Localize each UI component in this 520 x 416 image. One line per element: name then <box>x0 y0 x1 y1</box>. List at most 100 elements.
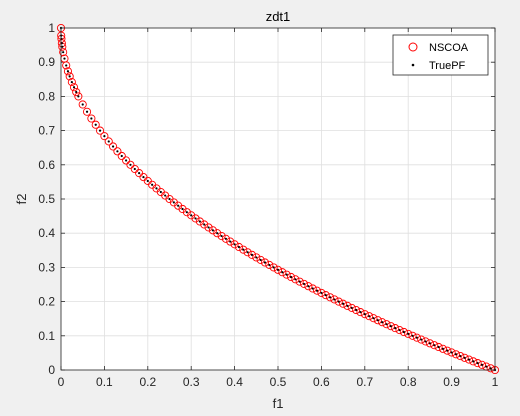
nscoa-point <box>382 320 391 329</box>
truepf-point <box>467 358 471 361</box>
x-tick-label: 0.5 <box>270 375 287 389</box>
x-tick-label: 0.4 <box>226 375 243 389</box>
truepf-point <box>185 211 188 214</box>
truepf-point <box>350 306 353 310</box>
nscoa-point <box>239 245 248 254</box>
truepf-point <box>66 70 70 73</box>
truepf-point <box>411 334 414 337</box>
nscoa-point <box>356 308 365 317</box>
nscoa-point <box>378 318 387 327</box>
truepf-point <box>70 80 73 84</box>
truepf-point <box>294 278 297 281</box>
nscoa-point <box>126 160 135 169</box>
nscoa-point <box>447 348 456 357</box>
nscoa-point <box>408 331 417 340</box>
truepf-point <box>472 360 475 363</box>
truepf-point <box>190 214 193 217</box>
x-tick-label: 0.7 <box>356 375 373 389</box>
truepf-point <box>172 201 175 204</box>
nscoa-point <box>443 346 452 355</box>
nscoa-point <box>417 335 426 344</box>
nscoa-point <box>67 78 76 87</box>
nscoa-point <box>434 342 443 352</box>
nscoa-point <box>247 250 257 259</box>
nscoa-point <box>373 316 382 325</box>
nscoa-point <box>217 231 226 241</box>
truepf-point <box>307 285 310 288</box>
truepf-point <box>246 251 249 254</box>
y-tick-label: 0.2 <box>38 295 55 309</box>
nscoa-point <box>438 344 447 353</box>
legend-box <box>392 34 489 76</box>
nscoa-point <box>91 120 100 129</box>
nscoa-point <box>391 324 400 333</box>
nscoa-point <box>295 277 304 286</box>
truepf-point <box>242 248 245 251</box>
nscoa-point <box>486 364 495 373</box>
nscoa-point <box>421 337 430 346</box>
nscoa-point <box>430 341 439 350</box>
truepf-point <box>207 226 210 229</box>
y-tick-label: 1 <box>48 21 55 35</box>
truepf-point <box>420 338 423 341</box>
nscoa-point <box>321 291 330 300</box>
legend-label-truepf: TruePF <box>429 60 466 72</box>
y-tick-label: 0.5 <box>38 192 55 206</box>
x-tick-label: 0.1 <box>96 375 113 389</box>
truepf-point <box>363 313 366 316</box>
nscoa-point <box>313 286 322 295</box>
truepf-point <box>263 261 267 264</box>
truepf-point <box>159 190 162 194</box>
truepf-point <box>98 129 102 132</box>
nscoa-point <box>286 272 296 282</box>
nscoa-point <box>334 297 343 306</box>
truepf-point <box>103 135 106 138</box>
truepf-point <box>463 356 466 359</box>
truepf-point <box>437 345 440 349</box>
nscoa-point <box>352 305 361 315</box>
y-tick-label: 0 <box>48 363 55 377</box>
truepf-point <box>107 140 110 143</box>
nscoa-point <box>62 61 71 70</box>
truepf-point <box>198 220 201 223</box>
truepf-point <box>229 240 232 243</box>
truepf-point <box>94 123 97 126</box>
nscoa-point <box>69 83 79 92</box>
truepf-point <box>224 237 228 240</box>
truepf-point <box>111 145 115 148</box>
truepf-point <box>424 340 427 343</box>
truepf-point <box>320 291 323 295</box>
truepf-point <box>203 223 206 226</box>
nscoa-point <box>204 223 213 232</box>
nscoa-point <box>96 126 105 135</box>
truepf-point <box>164 194 167 197</box>
truepf-point <box>72 86 76 89</box>
nscoa-point <box>269 263 278 272</box>
truepf-point <box>385 323 388 326</box>
truepf-point <box>155 187 158 190</box>
truepf-point <box>333 298 336 301</box>
truepf-point <box>450 351 453 354</box>
truepf-point <box>120 154 123 158</box>
truepf-point <box>315 289 319 292</box>
y-axis-label: f2 <box>14 194 29 205</box>
truepf-point <box>77 95 80 98</box>
nscoa-point <box>252 253 261 262</box>
nscoa-point <box>282 270 291 279</box>
legend-marker-truepf <box>411 63 415 67</box>
nscoa-point <box>113 147 122 156</box>
truepf-point <box>177 204 180 207</box>
x-tick-label: 0.3 <box>183 375 200 389</box>
truepf-point <box>65 64 68 67</box>
truepf-point <box>151 183 154 186</box>
x-tick-label: 0.6 <box>313 375 330 389</box>
nscoa-point <box>395 326 404 335</box>
truepf-point <box>342 302 345 305</box>
truepf-point <box>211 229 214 232</box>
nscoa-point <box>425 339 434 348</box>
truepf-point <box>61 45 64 48</box>
truepf-point <box>407 332 410 335</box>
truepf-point <box>372 317 375 320</box>
nscoa-point <box>82 107 92 116</box>
x-tick-label: 0.2 <box>139 375 156 389</box>
